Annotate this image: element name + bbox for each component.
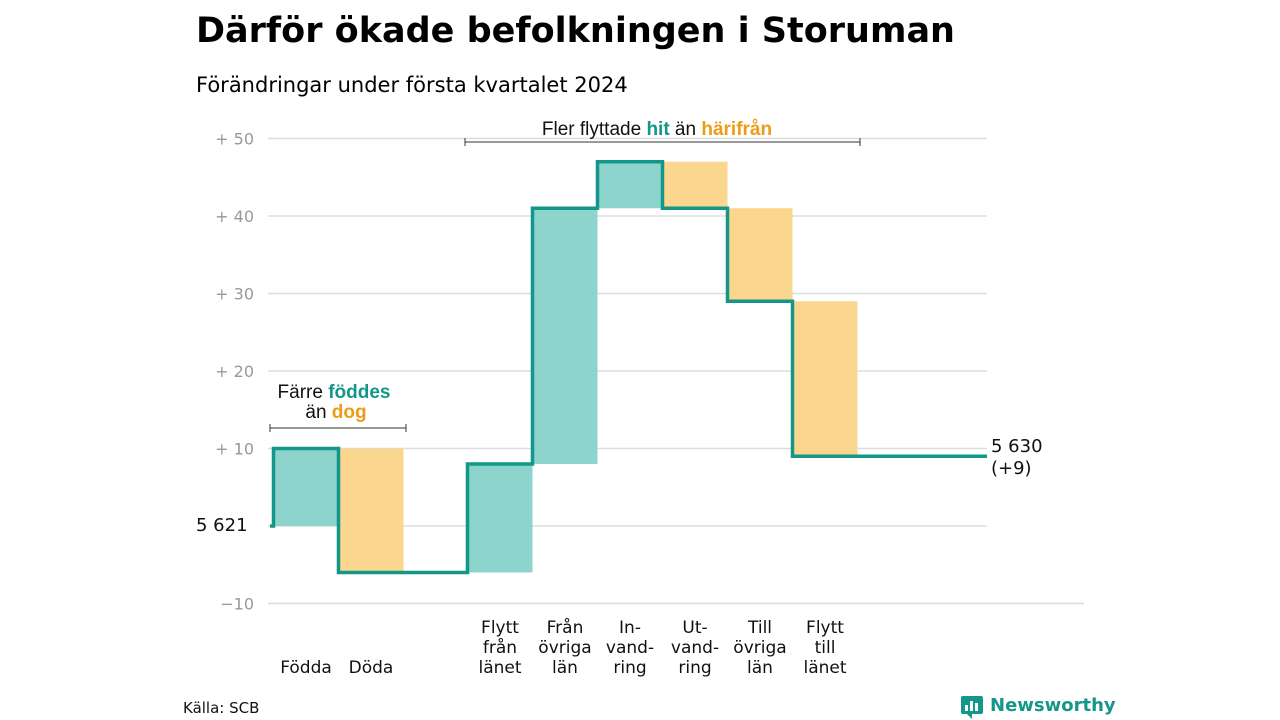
y-tick-label: + 50 <box>215 130 254 149</box>
moves-annotation-text: Fler flyttade hit än härifrån <box>542 119 772 140</box>
category-label: länet <box>803 658 846 678</box>
category-label: ring <box>613 658 646 678</box>
bar <box>792 301 858 457</box>
source-note: Källa: SCB <box>183 699 259 717</box>
bar <box>467 464 533 573</box>
baseline-label: 5 621 <box>196 515 248 536</box>
category-label: från <box>483 637 517 658</box>
category-label: vand- <box>671 638 719 658</box>
y-tick-label: + 30 <box>215 285 254 304</box>
category-label: län <box>552 658 578 678</box>
category-label: övriga <box>733 638 786 658</box>
moves-highlight-in: hit <box>646 119 670 140</box>
births-annotation: Färre föddes än dog <box>269 382 407 432</box>
y-tick-label: + 20 <box>215 362 254 381</box>
moves-highlight-out: härifrån <box>701 119 772 140</box>
births-bracket <box>269 424 407 432</box>
category-label: vand- <box>606 638 654 658</box>
newsworthy-icon <box>961 696 983 719</box>
end-value-label: 5 630 <box>991 436 1043 457</box>
births-annotation-line2: än dog <box>305 402 366 423</box>
y-tick-label: + 10 <box>215 440 254 459</box>
category-label: till <box>815 638 836 658</box>
moves-annotation: Fler flyttade hit än härifrån <box>464 119 861 146</box>
category-label: Ut- <box>682 618 707 638</box>
bar <box>597 161 663 209</box>
x-axis-categories: Födda DödaFlyttfrånlänetFrånövrigalänIn-v… <box>280 617 847 678</box>
births-highlight: föddes <box>328 382 390 403</box>
bar <box>338 448 404 573</box>
births-annotation-line1: Färre föddes <box>278 382 391 403</box>
bar <box>662 161 728 209</box>
category-label: ring <box>678 658 711 678</box>
bar <box>273 448 339 526</box>
category-label: Till <box>747 618 772 638</box>
category-label: Döda <box>349 658 394 678</box>
newsworthy-brand: Newsworthy <box>990 695 1116 716</box>
bar <box>532 208 598 464</box>
category-label: Födda <box>280 658 332 678</box>
step-line <box>270 160 987 575</box>
category-label: Flytt <box>481 618 519 638</box>
newsworthy-logo: Newsworthy <box>961 695 1116 719</box>
category-label: In- <box>619 618 641 638</box>
category-label: övriga <box>538 638 591 658</box>
category-label: länet <box>478 658 521 678</box>
y-tick-label: −10 <box>220 595 254 614</box>
deaths-highlight: dog <box>332 402 367 423</box>
bars <box>273 161 858 573</box>
y-tick-label: + 40 <box>215 207 254 226</box>
category-label: Flytt <box>806 618 844 638</box>
moves-bracket <box>464 138 861 146</box>
category-label: län <box>747 658 773 678</box>
end-change-label: (+9) <box>991 458 1032 479</box>
chart-title: Därför ökade befolkningen i Storuman <box>196 11 955 51</box>
category-label: Från <box>547 617 584 638</box>
bar <box>727 208 793 302</box>
y-axis-ticks: + 50 + 40 + 30 + 20 + 10 −10 <box>215 130 254 614</box>
chart-subtitle: Förändringar under första kvartalet 2024 <box>196 73 628 97</box>
